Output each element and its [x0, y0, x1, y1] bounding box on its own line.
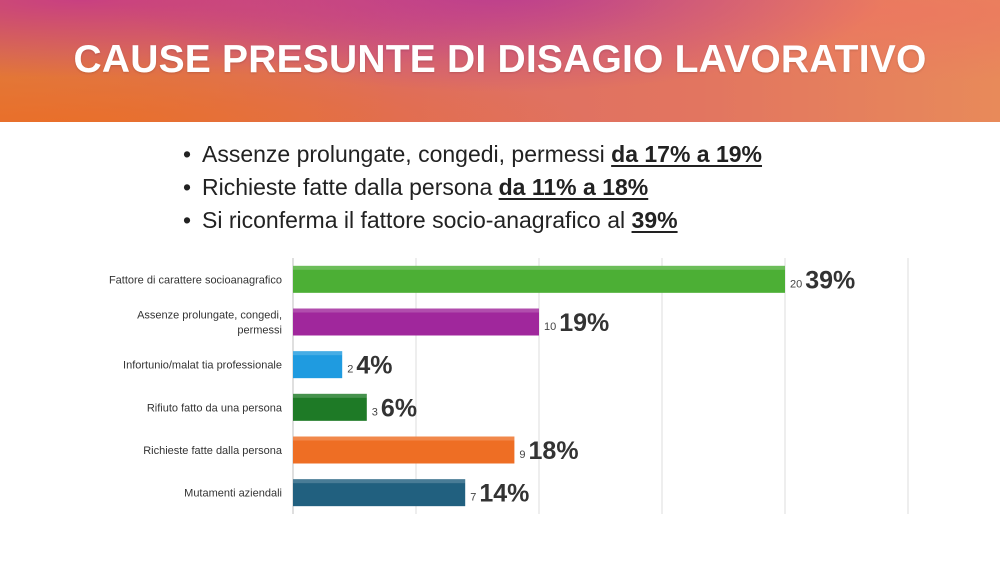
category-label: Infortunio/malat tia professionale	[123, 360, 282, 372]
bullet-dot-icon: •	[183, 174, 192, 200]
bar-chart: Fattore di carattere socioanagrafico 20 39…	[109, 258, 909, 514]
bullet-text: Richieste fatte dalla persona	[202, 174, 499, 200]
bar-highlight	[293, 479, 466, 484]
bar	[293, 308, 539, 336]
bullet-list: • Assenze prolungate, congedi, permessi d…	[183, 138, 762, 237]
bar	[293, 351, 343, 379]
category-label: Mutamenti aziendali	[184, 488, 282, 500]
value-label: 3	[372, 406, 378, 418]
category-label: Richieste fatte dalla persona	[143, 445, 283, 457]
value-label: 9	[519, 449, 525, 461]
bar-highlight	[293, 393, 367, 398]
bar-highlight	[293, 308, 539, 313]
bar	[293, 265, 785, 293]
bullet-text: Si riconferma il fattore socio-anagrafic…	[202, 207, 632, 233]
page-title: CAUSE PRESUNTE DI DISAGIO LAVORATIVO	[73, 38, 927, 81]
value-label: 10	[544, 321, 556, 333]
percent-label: 14%	[479, 480, 529, 508]
bullet-text: Assenze prolungate, congedi, permessi	[202, 141, 612, 167]
bar	[293, 393, 367, 421]
value-label: 2	[347, 364, 353, 376]
bullet-dot-icon: •	[183, 207, 192, 233]
bullet-item: • Assenze prolungate, congedi, permessi d…	[183, 138, 762, 171]
bullet-highlight: 39%	[631, 207, 678, 233]
bullet-highlight: da 11% a 18%	[498, 174, 649, 200]
percent-label: 39%	[805, 266, 855, 294]
percent-label: 6%	[381, 394, 417, 422]
percent-label: 19%	[559, 309, 609, 337]
bar	[293, 436, 515, 464]
category-label: Assenze prolungate, congedi,	[137, 310, 282, 322]
category-label: permessi	[237, 325, 282, 337]
bullet-item: • Si riconferma il fattore socio-anagrafi…	[183, 204, 762, 237]
bar	[293, 479, 466, 507]
bar-highlight	[293, 265, 785, 270]
bar-highlight	[293, 351, 343, 356]
bullet-highlight: da 17% a 19%	[611, 141, 763, 167]
category-label: Rifiuto fatto da una persona	[147, 402, 283, 414]
header-banner: CAUSE PRESUNTE DI DISAGIO LAVORATIVO	[0, 0, 1000, 122]
value-label: 7	[470, 492, 476, 504]
bullet-dot-icon: •	[183, 141, 192, 167]
percent-label: 18%	[529, 437, 579, 465]
bar-highlight	[293, 436, 515, 441]
value-label: 20	[790, 278, 802, 290]
percent-label: 4%	[356, 352, 392, 380]
bullet-item: • Richieste fatte dalla persona da 11% a …	[183, 171, 762, 204]
category-label: Fattore di carattere socioanagrafico	[109, 274, 282, 286]
